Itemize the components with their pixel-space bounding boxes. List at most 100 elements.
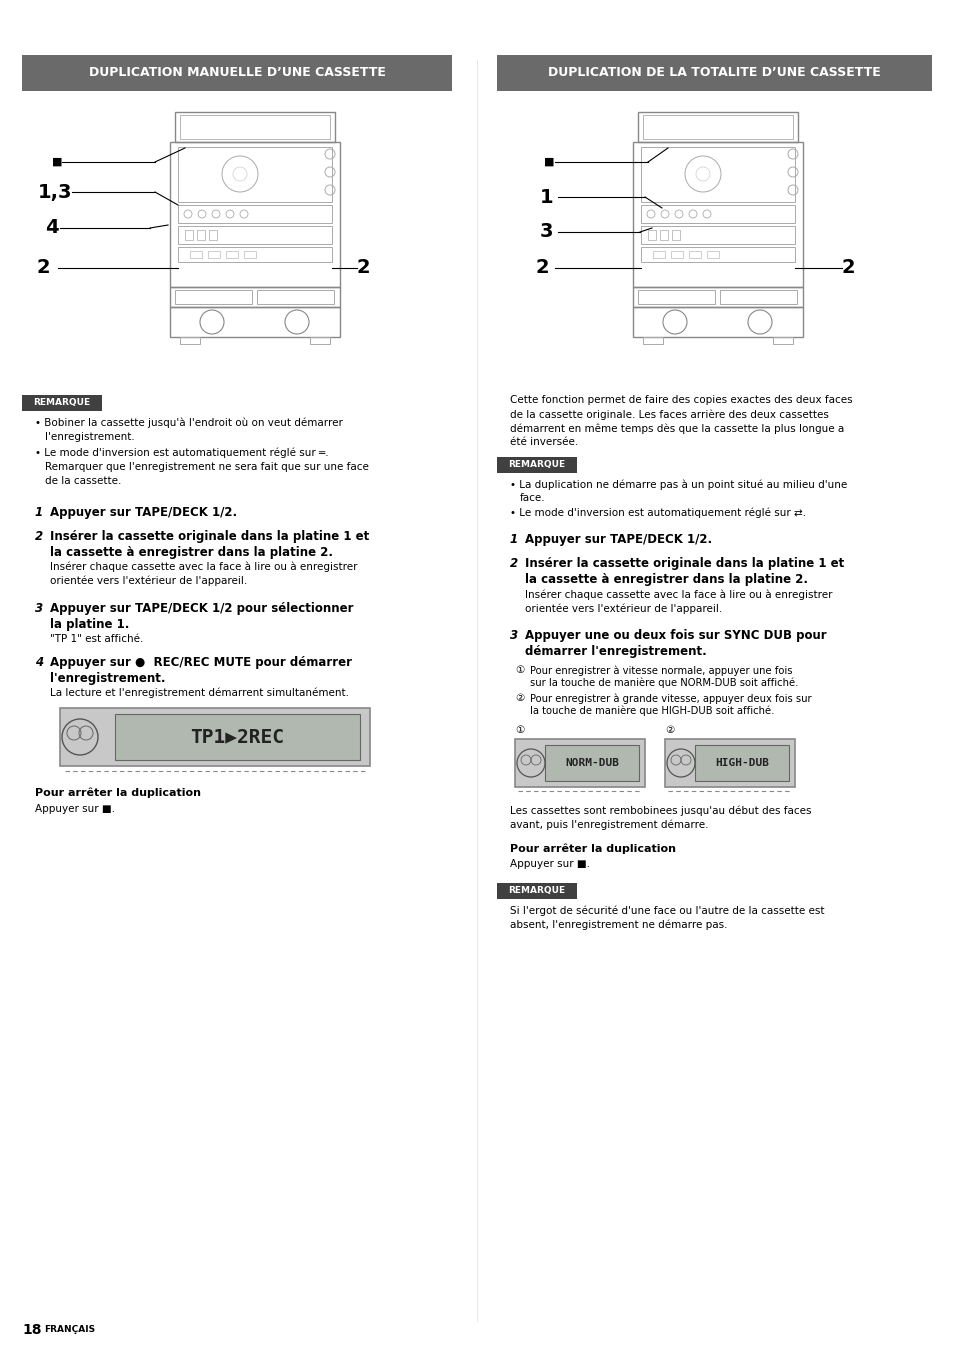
Text: 2: 2: [841, 258, 855, 277]
Bar: [178, 247, 332, 262]
Text: TP1▶2REC: TP1▶2REC: [190, 727, 284, 747]
Bar: [497, 55, 931, 91]
Bar: [196, 230, 205, 240]
Text: FRANÇAIS: FRANÇAIS: [44, 1325, 95, 1333]
Bar: [695, 744, 788, 781]
Bar: [497, 457, 577, 473]
Text: 3: 3: [539, 222, 553, 240]
Text: • Le mode d'inversion est automatiquement réglé sur ⇄.: • Le mode d'inversion est automatiquemen…: [510, 507, 805, 517]
Text: Appuyer sur TAPE/DECK 1/2 pour sélectionner: Appuyer sur TAPE/DECK 1/2 pour sélection…: [50, 603, 354, 615]
Text: REMARQUE: REMARQUE: [508, 461, 565, 470]
Bar: [638, 290, 714, 304]
Text: DUPLICATION MANUELLE D’UNE CASSETTE: DUPLICATION MANUELLE D’UNE CASSETTE: [89, 66, 385, 80]
Bar: [170, 142, 339, 286]
Text: Pour enregistrer à vitesse normale, appuyer une fois: Pour enregistrer à vitesse normale, appu…: [530, 665, 792, 676]
Text: 4: 4: [45, 218, 58, 236]
Text: 1: 1: [539, 188, 553, 207]
Bar: [208, 251, 220, 258]
Bar: [310, 336, 330, 345]
Bar: [640, 247, 794, 262]
Bar: [544, 744, 639, 781]
Text: Pour arrêter la duplication: Pour arrêter la duplication: [35, 788, 201, 798]
Text: 1,3: 1,3: [38, 182, 72, 203]
Text: Appuyer sur TAPE/DECK 1/2.: Appuyer sur TAPE/DECK 1/2.: [524, 534, 711, 546]
Bar: [115, 713, 359, 761]
Bar: [633, 286, 802, 307]
Text: 3: 3: [35, 603, 43, 615]
Bar: [633, 307, 802, 336]
Text: • La duplication ne démarre pas à un point situé au milieu d'une: • La duplication ne démarre pas à un poi…: [510, 480, 846, 489]
Text: Pour enregistrer à grande vitesse, appuyer deux fois sur: Pour enregistrer à grande vitesse, appuy…: [530, 693, 811, 704]
Text: la cassette à enregistrer dans la platine 2.: la cassette à enregistrer dans la platin…: [50, 546, 333, 559]
Text: Si l'ergot de sécurité d'une face ou l'autre de la cassette est: Si l'ergot de sécurité d'une face ou l'a…: [510, 905, 823, 916]
Text: ②: ②: [664, 725, 674, 735]
Bar: [633, 142, 802, 286]
Text: Remarquer que l'enregistrement ne sera fait que sur une face: Remarquer que l'enregistrement ne sera f…: [45, 462, 369, 471]
Text: Appuyer une ou deux fois sur SYNC DUB pour: Appuyer une ou deux fois sur SYNC DUB po…: [524, 630, 825, 642]
Bar: [772, 336, 792, 345]
Text: 3: 3: [510, 630, 517, 642]
Bar: [638, 112, 797, 142]
Bar: [515, 739, 644, 788]
Text: Appuyer sur TAPE/DECK 1/2.: Appuyer sur TAPE/DECK 1/2.: [50, 507, 237, 519]
Text: ①: ①: [515, 665, 524, 676]
Text: absent, l'enregistrement ne démarre pas.: absent, l'enregistrement ne démarre pas.: [510, 919, 727, 929]
Text: ■: ■: [543, 157, 554, 168]
Bar: [174, 290, 252, 304]
Text: Appuyer sur ■.: Appuyer sur ■.: [510, 859, 589, 869]
Text: Appuyer sur ●  REC/REC MUTE pour démarrer: Appuyer sur ● REC/REC MUTE pour démarrer: [50, 657, 352, 669]
Text: Appuyer sur ■.: Appuyer sur ■.: [35, 804, 115, 815]
Bar: [174, 112, 335, 142]
Bar: [170, 286, 339, 307]
Text: sur la touche de manière que NORM-DUB soit affiché.: sur la touche de manière que NORM-DUB so…: [530, 678, 798, 689]
Bar: [640, 205, 794, 223]
Text: ■: ■: [52, 157, 63, 168]
Bar: [706, 251, 719, 258]
Text: Les cassettes sont rembobinees jusqu'au début des faces: Les cassettes sont rembobinees jusqu'au …: [510, 805, 811, 816]
Bar: [720, 290, 796, 304]
Text: 2: 2: [510, 557, 517, 570]
Text: REMARQUE: REMARQUE: [508, 886, 565, 896]
Text: Cette fonction permet de faire des copies exactes des deux faces: Cette fonction permet de faire des copie…: [510, 394, 852, 405]
Text: ①: ①: [515, 725, 524, 735]
Text: 2: 2: [35, 530, 43, 543]
Bar: [226, 251, 237, 258]
Text: HIGH-DUB: HIGH-DUB: [714, 758, 768, 767]
Bar: [178, 226, 332, 245]
Bar: [60, 708, 370, 766]
Text: La lecture et l'enregistrement démarrent simultanément.: La lecture et l'enregistrement démarrent…: [50, 688, 349, 698]
Text: "TP 1" est affiché.: "TP 1" est affiché.: [50, 634, 143, 644]
Bar: [180, 115, 330, 139]
Bar: [647, 230, 656, 240]
Bar: [22, 55, 452, 91]
Text: l'enregistrement.: l'enregistrement.: [45, 432, 134, 442]
Text: 18: 18: [22, 1323, 42, 1337]
Bar: [671, 230, 679, 240]
Text: Insérer la cassette originale dans la platine 1 et: Insérer la cassette originale dans la pl…: [524, 557, 843, 570]
Bar: [640, 147, 794, 203]
Text: la touche de manière que HIGH-DUB soit affiché.: la touche de manière que HIGH-DUB soit a…: [530, 707, 774, 716]
Bar: [652, 251, 664, 258]
Text: été inversée.: été inversée.: [510, 436, 578, 447]
Bar: [170, 307, 339, 336]
Text: NORM-DUB: NORM-DUB: [564, 758, 618, 767]
Text: démarrent en même temps dès que la cassette la plus longue a: démarrent en même temps dès que la casse…: [510, 423, 843, 434]
Text: 1: 1: [35, 507, 43, 519]
Text: • Bobiner la cassette jusqu'à l'endroit où on veut démarrer: • Bobiner la cassette jusqu'à l'endroit …: [35, 417, 342, 428]
Text: 4: 4: [35, 657, 43, 669]
Bar: [642, 115, 792, 139]
Bar: [178, 205, 332, 223]
Bar: [190, 251, 202, 258]
Text: ②: ②: [515, 693, 524, 703]
Text: de la cassette originale. Les faces arrière des deux cassettes: de la cassette originale. Les faces arri…: [510, 409, 828, 420]
Text: 1: 1: [510, 534, 517, 546]
Bar: [497, 884, 577, 898]
Bar: [664, 739, 794, 788]
Bar: [209, 230, 216, 240]
Text: • Le mode d'inversion est automatiquement réglé sur ═.: • Le mode d'inversion est automatiquemen…: [35, 449, 328, 458]
Text: l'enregistrement.: l'enregistrement.: [50, 671, 165, 685]
Bar: [178, 147, 332, 203]
Text: 2: 2: [37, 258, 51, 277]
Text: la platine 1.: la platine 1.: [50, 617, 130, 631]
Text: Insérer la cassette originale dans la platine 1 et: Insérer la cassette originale dans la pl…: [50, 530, 369, 543]
